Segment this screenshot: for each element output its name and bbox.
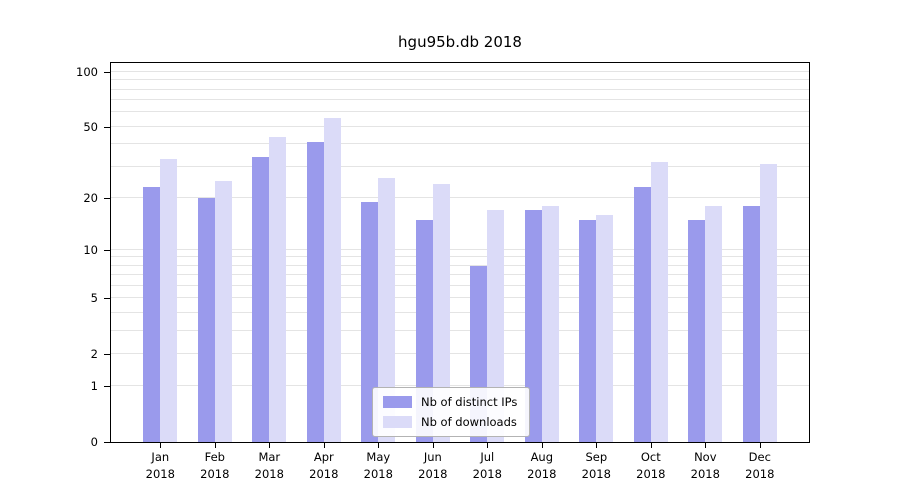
legend-label-distinct-ips: Nb of distinct IPs xyxy=(421,395,518,409)
bar-downloads-jul xyxy=(487,210,505,442)
gridline xyxy=(111,196,809,198)
x-tick xyxy=(323,443,325,448)
x-label-jun: Jun 2018 xyxy=(418,450,448,481)
y-tick-label-2: 2 xyxy=(90,346,98,361)
x-label-jan: Jan 2018 xyxy=(145,450,175,481)
y-tick xyxy=(104,442,110,443)
bar-distinct-ips-feb xyxy=(197,197,215,442)
gridline xyxy=(111,274,809,276)
gridline xyxy=(111,297,809,299)
legend-swatch-distinct-ips xyxy=(383,396,412,408)
y-tick xyxy=(104,126,110,128)
y-tick-label-5: 5 xyxy=(90,291,98,306)
bar-distinct-ips-aug xyxy=(524,210,542,442)
x-tick xyxy=(378,443,380,448)
bar-distinct-ips-oct xyxy=(633,187,651,442)
bar-downloads-feb xyxy=(214,180,232,442)
bar-downloads-dec xyxy=(759,164,777,442)
y-tick-label-0: 0 xyxy=(90,435,98,449)
gridline xyxy=(111,285,809,286)
bar-distinct-ips-mar xyxy=(252,157,270,442)
y-tick xyxy=(104,249,110,251)
x-label-sep: Sep 2018 xyxy=(581,450,611,481)
x-label-apr: Apr 2018 xyxy=(309,450,339,481)
x-tick xyxy=(487,443,489,448)
legend: Nb of distinct IPs Nb of downloads xyxy=(372,387,531,437)
gridline xyxy=(111,111,809,113)
bar-downloads-oct xyxy=(650,161,668,442)
x-label-feb: Feb 2018 xyxy=(200,450,230,481)
gridline xyxy=(111,165,809,167)
x-label-nov: Nov 2018 xyxy=(690,450,720,481)
bar-downloads-mar xyxy=(269,136,287,442)
gridline xyxy=(111,385,809,387)
gridline xyxy=(111,264,809,266)
bar-distinct-ips-nov xyxy=(688,219,706,442)
y-tick-label-1: 1 xyxy=(90,379,98,394)
bar-distinct-ips-may xyxy=(361,201,379,442)
bar-downloads-may xyxy=(378,177,396,442)
gridline xyxy=(111,352,809,354)
legend-swatch-downloads xyxy=(383,416,412,428)
bar-downloads-nov xyxy=(705,205,723,442)
x-tick xyxy=(705,443,707,448)
bar-distinct-ips-sep xyxy=(579,219,597,442)
bar-downloads-jun xyxy=(432,183,450,442)
plot-area: Nb of distinct IPs Nb of downloads xyxy=(110,62,810,443)
y-tick xyxy=(104,197,110,199)
x-label-aug: Aug 2018 xyxy=(527,450,557,481)
y-tick-label-10: 10 xyxy=(83,242,98,257)
gridline xyxy=(111,329,809,331)
gridline xyxy=(111,88,809,90)
x-tick xyxy=(759,443,761,448)
bar-distinct-ips-dec xyxy=(742,205,760,442)
y-tick-label-50: 50 xyxy=(83,119,98,134)
gridline xyxy=(111,256,809,258)
x-tick xyxy=(432,443,434,448)
x-label-jul: Jul 2018 xyxy=(472,450,502,481)
x-label-mar: Mar 2018 xyxy=(254,450,284,481)
gridline xyxy=(111,99,809,101)
gridline xyxy=(111,248,809,250)
chart-title: hgu95b.db 2018 xyxy=(398,33,522,51)
x-tick xyxy=(160,443,162,448)
bar-downloads-apr xyxy=(323,117,341,442)
x-tick xyxy=(214,443,216,448)
gridline xyxy=(111,143,809,145)
x-tick xyxy=(269,443,271,448)
x-label-dec: Dec 2018 xyxy=(745,450,775,481)
bar-distinct-ips-jun xyxy=(415,219,433,442)
legend-entry-downloads: Nb of downloads xyxy=(383,415,517,429)
bar-distinct-ips-jan xyxy=(143,187,161,442)
bar-downloads-sep xyxy=(596,214,614,442)
x-tick xyxy=(596,443,598,448)
x-tick xyxy=(650,443,652,448)
y-tick xyxy=(104,386,110,388)
legend-entry-distinct-ips: Nb of distinct IPs xyxy=(383,395,517,409)
y-tick-label-20: 20 xyxy=(83,190,98,205)
gridline xyxy=(111,71,809,72)
y-tick xyxy=(104,298,110,300)
x-label-oct: Oct 2018 xyxy=(636,450,666,481)
gridline xyxy=(111,79,809,81)
x-label-may: May 2018 xyxy=(363,450,393,481)
legend-label-downloads: Nb of downloads xyxy=(421,415,517,429)
x-tick xyxy=(541,443,543,448)
bar-distinct-ips-apr xyxy=(306,142,324,442)
gridline xyxy=(111,125,809,127)
gridline xyxy=(111,312,809,313)
y-tick xyxy=(104,72,110,73)
bar-downloads-aug xyxy=(541,205,559,442)
bar-downloads-jan xyxy=(160,159,178,442)
y-tick-label-100: 100 xyxy=(76,65,98,79)
y-tick xyxy=(104,353,110,355)
